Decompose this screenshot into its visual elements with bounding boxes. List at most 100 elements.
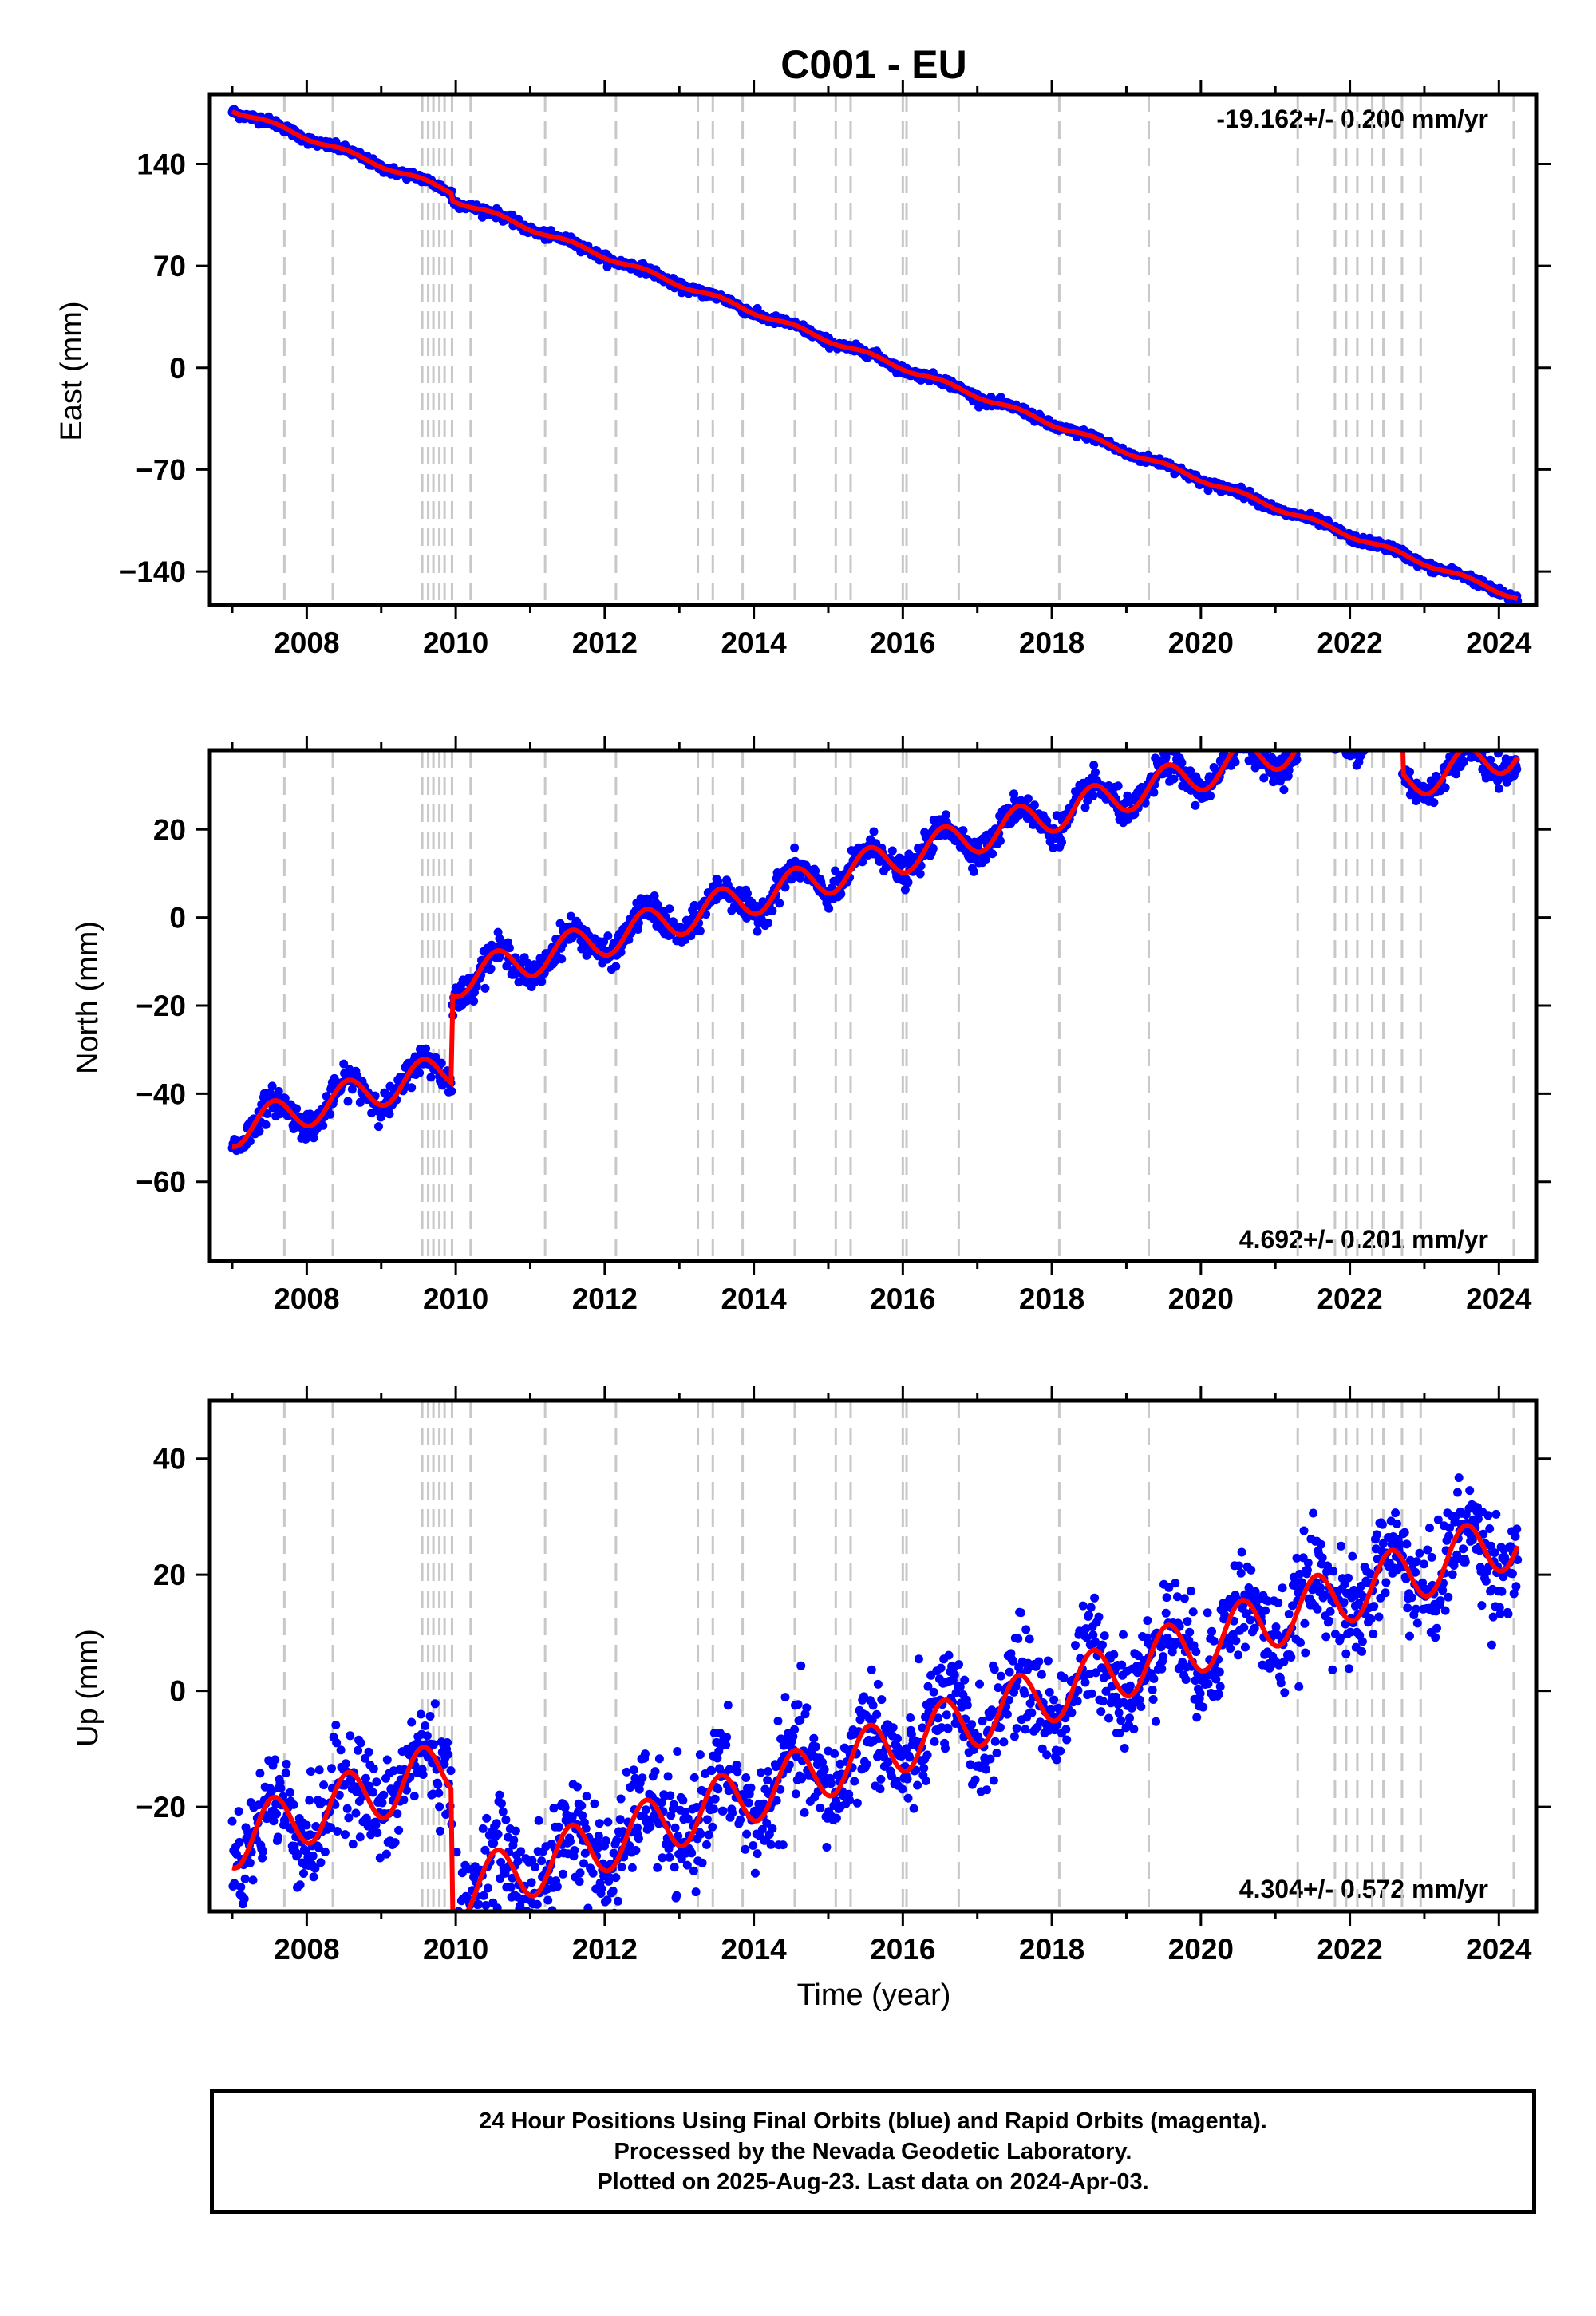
east-axes-frame bbox=[207, 92, 1539, 607]
up-data-point bbox=[282, 1759, 291, 1769]
east-x-tick-label: 2014 bbox=[721, 626, 787, 659]
north-rate-label: 4.692+/- 0.201 mm/yr bbox=[1239, 1225, 1488, 1254]
up-data-point bbox=[929, 1687, 938, 1697]
north-data-point bbox=[1029, 800, 1039, 810]
up-data-point bbox=[479, 1891, 488, 1900]
north-data-point bbox=[1303, 732, 1312, 741]
up-data-point bbox=[318, 1797, 327, 1807]
north-data-point bbox=[1237, 738, 1246, 747]
up-data-point bbox=[462, 1915, 471, 1924]
north-data-point bbox=[768, 906, 777, 915]
up-data-point bbox=[316, 1858, 326, 1867]
north-data-point bbox=[969, 867, 978, 876]
up-data-point bbox=[429, 1740, 438, 1749]
up-data-point bbox=[355, 1832, 365, 1842]
north-data-point bbox=[385, 1109, 394, 1119]
up-data-point bbox=[634, 1834, 643, 1844]
up-data-point bbox=[1002, 1709, 1012, 1719]
up-data-point bbox=[379, 1790, 389, 1800]
north-data-point bbox=[1393, 713, 1402, 721]
north-data-point bbox=[1279, 785, 1289, 795]
north-data-point bbox=[1206, 791, 1215, 800]
north-data-point bbox=[1320, 713, 1329, 721]
north-data-point bbox=[1297, 724, 1306, 733]
up-data-point bbox=[566, 1836, 575, 1846]
north-data-point bbox=[1113, 781, 1123, 791]
north-data-point bbox=[1372, 713, 1381, 722]
north-x-tick-label: 2008 bbox=[274, 1282, 339, 1315]
up-data-point bbox=[534, 1816, 543, 1825]
north-data-point bbox=[1389, 705, 1397, 714]
up-data-point bbox=[368, 1788, 377, 1797]
up-data-point bbox=[433, 1780, 443, 1789]
up-data-point bbox=[331, 1721, 341, 1729]
north-data-point bbox=[1353, 738, 1362, 747]
east-x-tick-label: 2020 bbox=[1168, 626, 1234, 659]
north-data-point bbox=[1329, 729, 1338, 737]
up-data-point bbox=[309, 1872, 318, 1882]
north-data-point bbox=[557, 954, 567, 964]
up-data-point bbox=[407, 1717, 417, 1727]
up-data-point bbox=[498, 1807, 508, 1816]
up-data-point bbox=[314, 1765, 324, 1775]
north-data-point bbox=[1310, 715, 1318, 724]
north-data-point bbox=[1376, 703, 1385, 712]
up-data-point bbox=[595, 1819, 604, 1828]
north-data-point bbox=[1316, 716, 1325, 725]
up-data-point bbox=[597, 1884, 606, 1894]
north-data-point bbox=[1249, 729, 1258, 738]
north-x-tick-label: 2022 bbox=[1317, 1282, 1382, 1315]
up-data-point bbox=[1021, 1625, 1031, 1634]
up-data-point bbox=[509, 1836, 519, 1845]
up-data-point bbox=[234, 1950, 243, 1959]
up-data-point bbox=[1056, 1746, 1065, 1756]
up-data-point bbox=[527, 1878, 536, 1887]
north-x-tick-label: 2024 bbox=[1466, 1282, 1532, 1315]
north-data-point bbox=[1364, 727, 1373, 736]
north-data-point bbox=[1381, 708, 1390, 717]
north-data-point bbox=[1333, 733, 1342, 742]
up-data-point bbox=[467, 1920, 476, 1929]
up-data-point bbox=[816, 1803, 825, 1812]
east-x-tick-label: 2024 bbox=[1466, 626, 1532, 659]
north-data-point bbox=[1388, 699, 1396, 708]
up-data-point bbox=[344, 1813, 354, 1823]
east-panel: East (mm) -19.162+/- 0.200 mm/yr 2008 201… bbox=[55, 80, 1551, 659]
up-data-point bbox=[672, 1891, 681, 1900]
north-data-point bbox=[1332, 737, 1341, 746]
north-data-point bbox=[1367, 731, 1376, 740]
up-data-point bbox=[736, 1815, 745, 1824]
up-data-point bbox=[535, 1914, 544, 1923]
north-x-tick-label: 2016 bbox=[870, 1282, 935, 1315]
up-data-point bbox=[796, 1661, 806, 1670]
north-data-point bbox=[1324, 726, 1333, 735]
north-data-point bbox=[1369, 724, 1377, 733]
north-data-point bbox=[1323, 723, 1332, 732]
north-axes-frame bbox=[207, 748, 1539, 1263]
north-data-point bbox=[1347, 734, 1356, 743]
north-data-point bbox=[267, 1081, 277, 1091]
north-data-point bbox=[1370, 723, 1379, 732]
north-data-point bbox=[764, 918, 772, 927]
north-data-point bbox=[1311, 722, 1320, 731]
up-data-point bbox=[371, 1820, 381, 1829]
up-data-point bbox=[999, 1737, 1009, 1747]
up-data-point bbox=[611, 1873, 621, 1883]
up-data-point bbox=[697, 1858, 707, 1867]
up-data-point bbox=[236, 1883, 246, 1891]
up-data-point bbox=[633, 1823, 642, 1832]
up-data-point bbox=[930, 1737, 939, 1746]
north-data-point bbox=[858, 857, 867, 867]
up-data-point bbox=[390, 1838, 400, 1848]
up-data-point bbox=[271, 1755, 280, 1765]
up-data-point bbox=[394, 1825, 404, 1835]
north-data-point bbox=[1464, 734, 1473, 743]
north-data-point bbox=[1373, 705, 1381, 713]
north-data-point bbox=[1394, 694, 1403, 702]
north-data-point bbox=[1469, 735, 1478, 744]
up-data-point bbox=[373, 1828, 382, 1838]
up-data-point bbox=[615, 1815, 625, 1824]
north-data-point bbox=[1396, 698, 1404, 706]
up-data-point bbox=[722, 1733, 732, 1742]
north-data-point bbox=[1371, 709, 1380, 717]
